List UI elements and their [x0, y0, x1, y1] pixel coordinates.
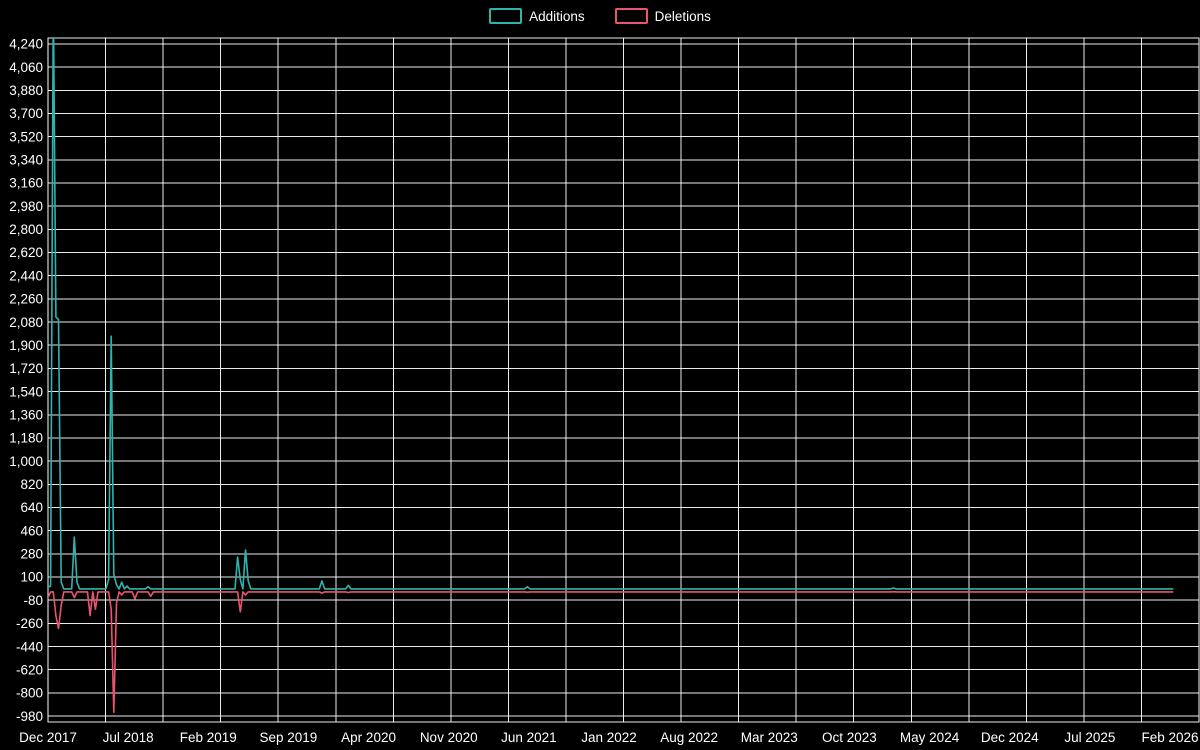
y-axis-tick-label: 1,900	[9, 338, 43, 353]
y-axis-tick-label: 2,800	[9, 222, 43, 237]
y-axis-tick-label: 820	[20, 477, 43, 492]
y-axis-tick-label: 280	[20, 547, 43, 562]
y-axis-tick-label: 2,080	[9, 315, 43, 330]
x-axis-tick-label: Feb 2026	[1141, 730, 1198, 745]
y-axis-tick-label: 3,160	[9, 176, 43, 191]
chart-legend: Additions Deletions	[0, 8, 1200, 24]
y-axis-tick-label: 2,980	[9, 199, 43, 214]
y-axis-tick-label: 1,360	[9, 407, 43, 422]
y-axis-tick-label: 3,880	[9, 83, 43, 98]
deletions-legend-swatch	[614, 8, 648, 24]
y-axis-tick-label: -260	[16, 616, 43, 631]
y-axis-tick-label: 2,620	[9, 245, 43, 260]
y-axis-tick-label: 1,180	[9, 431, 43, 446]
x-axis-tick-label: Sep 2019	[260, 730, 318, 745]
x-axis-tick-label: Jul 2018	[103, 730, 154, 745]
y-axis-tick-label: 2,260	[9, 292, 43, 307]
y-axis-tick-label: 100	[20, 570, 43, 585]
y-axis-tick-label: -80	[23, 593, 43, 608]
y-axis-tick-label: 1,720	[9, 361, 43, 376]
y-axis-tick-label: 460	[20, 523, 43, 538]
y-axis-tick-label: 1,000	[9, 454, 43, 469]
y-axis-tick-label: 640	[20, 500, 43, 515]
x-axis-tick-label: May 2024	[900, 730, 960, 745]
y-axis-tick-label: -620	[16, 662, 43, 677]
y-axis-tick-label: 1,540	[9, 384, 43, 399]
y-axis-tick-label: 3,520	[9, 129, 43, 144]
axis-labels: 4,240 4,060 3,880 3,700 3,520 3,340 3,160 2,980…	[9, 37, 1198, 745]
x-axis-tick-label: Dec 2024	[981, 730, 1039, 745]
additions-line	[48, 38, 1174, 590]
x-axis-tick-label: Mar 2023	[741, 730, 798, 745]
deletions-line	[48, 590, 1174, 714]
y-axis-tick-label: 3,340	[9, 153, 43, 168]
grid	[47, 38, 1200, 722]
x-axis-tick-label: Dec 2017	[19, 730, 77, 745]
x-axis-tick-label: Jan 2022	[581, 730, 637, 745]
additions-legend-label: Additions	[529, 8, 585, 24]
x-axis-tick-label: Nov 2020	[420, 730, 478, 745]
x-axis-tick-label: Jul 2025	[1064, 730, 1115, 745]
additions-legend-swatch	[489, 8, 523, 24]
x-axis-tick-label: Feb 2019	[180, 730, 237, 745]
y-axis-tick-label: -980	[16, 709, 43, 724]
legend-item-deletions[interactable]: Deletions	[614, 8, 711, 24]
x-axis-tick-label: Jun 2021	[501, 730, 557, 745]
y-axis-tick-label: -800	[16, 686, 43, 701]
y-axis-tick-label: 3,700	[9, 106, 43, 121]
x-axis-tick-label: Apr 2020	[341, 730, 396, 745]
legend-item-additions[interactable]: Additions	[489, 8, 585, 24]
y-axis-tick-label: -440	[16, 639, 43, 654]
x-axis-tick-label: Oct 2023	[822, 730, 877, 745]
y-axis-tick-label: 2,440	[9, 268, 43, 283]
x-axis-tick-label: Aug 2022	[660, 730, 718, 745]
y-axis-tick-label: 4,060	[9, 60, 43, 75]
deletions-legend-label: Deletions	[654, 8, 711, 24]
y-axis-tick-label: 4,240	[9, 37, 43, 52]
